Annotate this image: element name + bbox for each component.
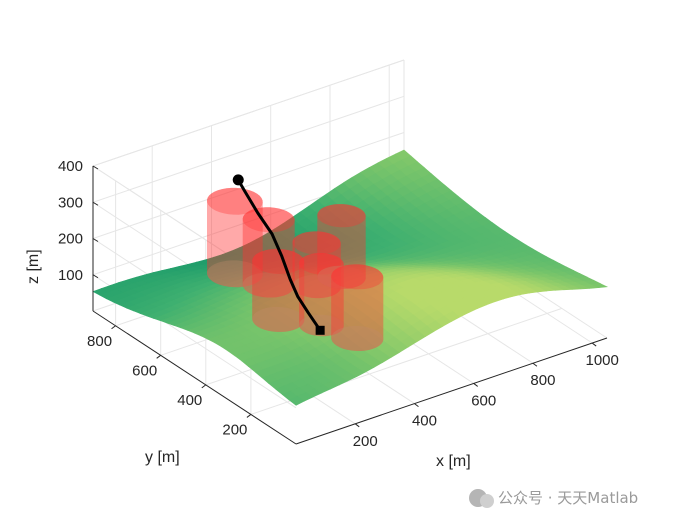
obstacle-cylinder-side xyxy=(207,187,263,288)
y-axis-line xyxy=(92,310,297,445)
x-tick-label: 600 xyxy=(471,392,496,409)
obstacle-cylinder-top xyxy=(331,264,384,290)
obstacle-cylinder-top xyxy=(299,253,344,275)
y-tick-label: 400 xyxy=(177,392,202,409)
obstacle-cylinder-bottom xyxy=(292,274,341,299)
obstacle-cylinder-bottom xyxy=(317,265,366,289)
obstacle-cylinder-bottom xyxy=(207,260,263,288)
x-axis-line xyxy=(295,337,608,445)
start-marker xyxy=(315,325,325,335)
z-axis-label: z [m] xyxy=(25,249,42,284)
x-tick-label: 800 xyxy=(530,372,555,389)
obstacle-cylinder-bottom xyxy=(299,314,344,337)
obstacle-cylinder-side xyxy=(317,204,366,289)
x-axis-label: x [m] xyxy=(436,453,471,470)
obstacle-cylinder-side xyxy=(242,207,295,298)
z-tick xyxy=(92,274,99,279)
end-marker xyxy=(232,174,244,186)
y-tick-label: 200 xyxy=(222,421,247,438)
obstacle-cylinder-top xyxy=(207,187,263,215)
obstacle-cylinder-side xyxy=(331,264,384,351)
x-tick-label: 400 xyxy=(412,413,437,430)
obstacle-cylinder-top xyxy=(292,231,341,255)
y-axis-label: y [m] xyxy=(145,449,180,466)
terrain-patch xyxy=(590,283,609,289)
y-tick xyxy=(156,354,161,359)
y-tick-label: 800 xyxy=(87,333,112,350)
obstacle-cylinder-top xyxy=(317,204,366,228)
z-tick-label: 400 xyxy=(58,158,83,175)
trajectory-line xyxy=(236,179,322,332)
x-tick xyxy=(354,423,360,428)
obstacle-cylinder-bottom xyxy=(252,306,305,332)
obstacle-cylinders xyxy=(207,187,384,351)
x-tick xyxy=(414,403,419,408)
x-tick-label: 1000 xyxy=(586,352,619,369)
z-tick xyxy=(92,165,99,170)
x-tick xyxy=(591,342,597,347)
z-tick-label: 100 xyxy=(58,267,83,284)
z-tick xyxy=(92,238,99,242)
y-tick xyxy=(111,325,116,330)
wechat-icon-bubble xyxy=(480,494,494,508)
trajectory-path xyxy=(232,174,325,335)
axes: 200 400 600 800 1000 200 400 600 800 100 200 300 400 xyxy=(58,158,619,450)
obstacle-cylinder-bottom xyxy=(242,272,295,298)
z-tick-label: 200 xyxy=(58,231,83,248)
x-tick-label: 200 xyxy=(353,433,378,450)
x-tick xyxy=(473,383,479,387)
watermark-text: 公众号 · 天天Matlab xyxy=(498,489,638,507)
terrain-surface xyxy=(92,149,609,406)
obstacle-cylinder-side xyxy=(292,231,341,299)
y-tick xyxy=(246,414,252,418)
obstacle-cylinder-bottom xyxy=(331,326,384,351)
watermark: 公众号 · 天天Matlab xyxy=(469,489,638,508)
obstacle-cylinder-top xyxy=(242,207,295,233)
z-tick xyxy=(92,201,99,206)
obstacle-cylinder-top xyxy=(252,248,305,274)
x-tick xyxy=(532,362,538,367)
z-tick-label: 300 xyxy=(58,194,83,211)
axis-labels: x [m] y [m] z [m] xyxy=(25,249,471,470)
y-tick xyxy=(201,384,207,389)
y-tick-label: 600 xyxy=(132,362,157,379)
obstacle-cylinder-side xyxy=(252,248,305,332)
